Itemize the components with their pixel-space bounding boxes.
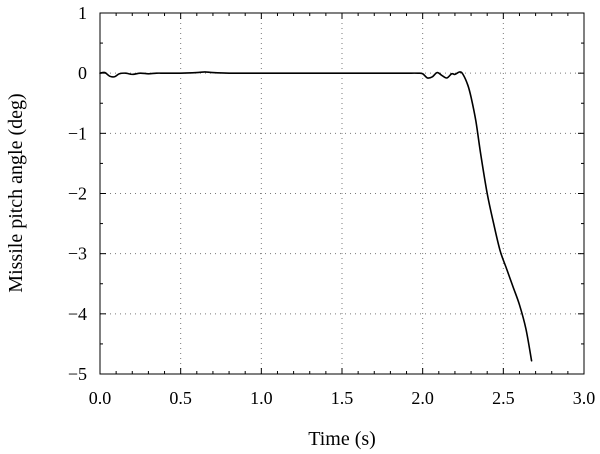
- y-tick-label: −5: [68, 364, 87, 384]
- x-tick-label: 2.0: [411, 388, 434, 408]
- x-axis-title: Time (s): [308, 428, 376, 450]
- x-tick-label: 0.0: [89, 388, 112, 408]
- y-axis-title: Missile pitch angle (deg): [5, 93, 27, 292]
- series-layer: [99, 71, 533, 362]
- series-line-0: [99, 71, 533, 362]
- y-tick-label: −2: [68, 184, 87, 204]
- x-tick-labels: 0.0 0.5 1.0 1.5 2.0 2.5 3.0: [89, 388, 596, 408]
- y-tick-label: 1: [78, 3, 87, 23]
- x-tick-label: 1.5: [331, 388, 354, 408]
- x-tick-label: 1.0: [250, 388, 273, 408]
- x-tick-label: 2.5: [492, 388, 515, 408]
- y-tick-label: −4: [68, 304, 87, 324]
- y-tick-label: 0: [78, 63, 87, 83]
- plot-frame: [99, 12, 585, 375]
- y-tick-label: −3: [68, 244, 87, 264]
- x-tick-label: 3.0: [573, 388, 596, 408]
- y-tick-label: −1: [68, 123, 87, 143]
- grid-lines: [100, 13, 584, 374]
- y-tick-labels: 1 0 −1 −2 −3 −4 −5: [68, 3, 87, 384]
- x-tick-label: 0.5: [169, 388, 192, 408]
